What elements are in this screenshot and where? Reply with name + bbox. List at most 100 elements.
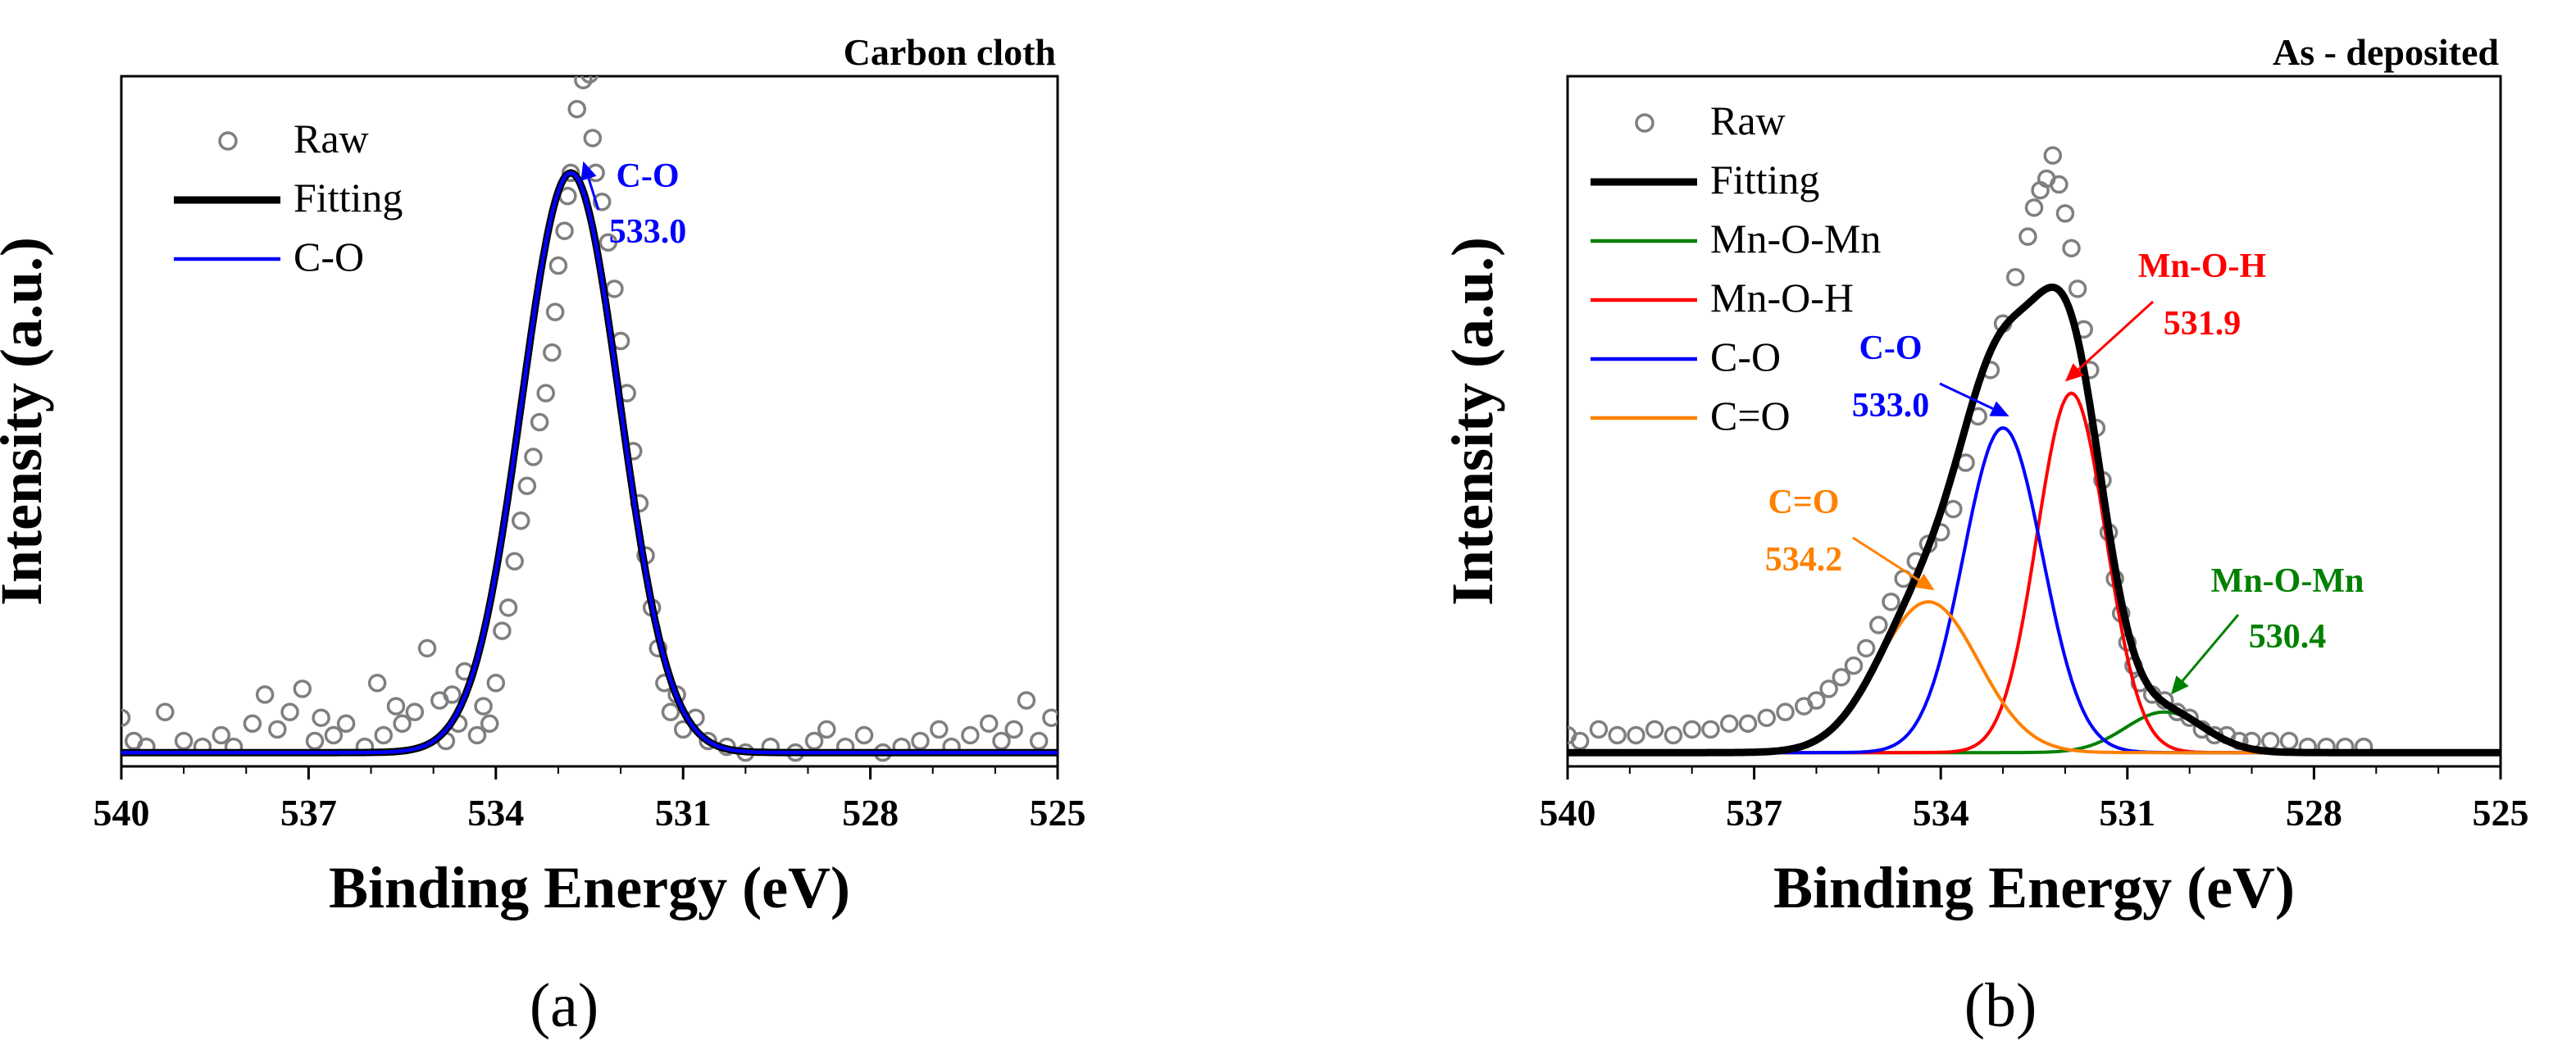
raw-data-point (2005, 267, 2025, 287)
annotation-label: Mn-O-H (2138, 248, 2266, 285)
raw-data-point (367, 674, 387, 693)
peak-annotation: C=O 534.2 (1765, 484, 1935, 591)
raw-data-point (493, 621, 512, 640)
raw-data-point (312, 708, 330, 727)
x-tick-label: 531 (2099, 792, 2155, 834)
legend-entry: C-O (174, 234, 364, 280)
raw-data-point (592, 192, 612, 211)
raw-data-point (1608, 725, 1627, 745)
raw-data-point (1663, 725, 1683, 745)
annotation-label: Mn-O-Mn (2211, 562, 2364, 600)
raw-data-point (1819, 679, 1838, 698)
raw-data-point (2024, 198, 2044, 217)
raw-data-point (1738, 714, 1758, 734)
raw-data-point (804, 731, 824, 751)
chart-panel-a: Carbon cloth 540 537 534 531 528 525 Binding En… (0, 31, 1086, 1040)
raw-data-point (293, 679, 312, 698)
raw-data-point (498, 598, 518, 617)
legend-entry: Mn-O-H (1591, 275, 1854, 320)
legend-label: C-O (294, 234, 364, 280)
raw-data-point (543, 343, 562, 362)
raw-data-point (405, 702, 425, 721)
raw-data-point (2055, 204, 2075, 223)
raw-data-point (467, 725, 487, 745)
raw-data-point (417, 639, 437, 658)
legend-label: Fitting (294, 175, 403, 220)
raw-data-point (243, 714, 262, 734)
legend-marker-circle (1635, 113, 1654, 133)
plot-frame (1566, 75, 2502, 768)
legend-marker-circle (218, 131, 238, 151)
legend-entry: Raw (1635, 98, 1786, 143)
x-tick-label: 537 (1726, 792, 1782, 834)
x-tick-label: 528 (842, 792, 899, 834)
y-axis-label: Intensity (a.u.) (0, 237, 54, 606)
raw-data-point (1944, 499, 1963, 519)
legend-entry: C=O (1591, 393, 1791, 439)
raw-data-point (548, 256, 568, 275)
raw-data-point (2050, 175, 2069, 194)
legend-label: Raw (294, 116, 369, 161)
legend-entry: C-O (1591, 334, 1781, 380)
legend: Raw Fitting C-O (174, 116, 403, 280)
raw-data-point (911, 731, 930, 751)
raw-data-point (930, 720, 949, 739)
raw-data-point (517, 476, 537, 496)
raw-data-point (474, 697, 493, 716)
raw-data-point (505, 552, 524, 571)
raw-data-point (336, 714, 356, 734)
raw-data-point (574, 76, 593, 89)
raw-data-point (854, 725, 874, 745)
raw-data-point (524, 448, 543, 466)
raw-data-point (121, 708, 131, 727)
raw-data-point (305, 731, 325, 751)
annotation-arrow (1852, 536, 1920, 582)
chart-title: Carbon cloth (844, 31, 1056, 73)
legend-label: C=O (1710, 393, 1791, 439)
legend-entry: Fitting (1591, 157, 1819, 202)
annotation-label: C-O (617, 157, 680, 195)
raw-data-point (1856, 639, 1876, 658)
peak-annotation: C-O 533.0 (1852, 330, 2009, 425)
raw-data-point (1004, 720, 1023, 739)
legend: Raw Fitting Mn-O-Mn Mn-O-H C-O C=O (1591, 98, 1881, 439)
raw-data-point (1807, 691, 1826, 710)
annotation-arrowhead (2064, 363, 2084, 382)
raw-data-point (1589, 720, 1609, 739)
annotation-value: 533.0 (609, 213, 687, 251)
x-tick-label: 540 (1540, 792, 1596, 834)
y-axis-label: Intensity (a.u.) (1440, 237, 1505, 606)
annotation-arrow (2078, 300, 2155, 370)
raw-data-point (1042, 708, 1058, 727)
raw-data-point (580, 76, 598, 84)
annotation-label: C-O (1859, 330, 1923, 367)
annotation-label: C=O (1768, 484, 1840, 521)
legend-entry: Mn-O-Mn (1591, 216, 1881, 261)
annotation-arrow (2181, 614, 2240, 682)
raw-data-point (393, 714, 412, 734)
legend-label: Mn-O-H (1710, 275, 1854, 320)
raw-data-point (536, 384, 555, 402)
raw-data-point (817, 720, 836, 739)
x-axis-label: Binding Energy (eV) (329, 855, 850, 920)
raw-data-point (1882, 593, 1900, 611)
raw-data-point (374, 725, 394, 745)
x-tick-label: 540 (93, 792, 150, 834)
legend-entry: Fitting (174, 175, 403, 220)
x-axis-label: Binding Energy (eV) (1773, 855, 2295, 920)
raw-data-point (1701, 720, 1720, 739)
raw-data-point (486, 674, 506, 693)
raw-data-point (212, 725, 231, 745)
raw-data-point (583, 129, 603, 148)
raw-data-point (268, 720, 287, 739)
legend-label: Mn-O-Mn (1710, 216, 1881, 261)
x-tick-label: 534 (1913, 792, 1969, 834)
raw-data-point (1844, 656, 1864, 675)
raw-data-point (598, 233, 618, 252)
raw-data-point (1869, 616, 1888, 634)
raw-data-point (1029, 731, 1049, 751)
raw-data-point (2062, 239, 2081, 258)
panel-label: (b) (1964, 971, 2037, 1040)
raw-data-point (1776, 702, 1795, 721)
raw-data-point (174, 731, 193, 751)
